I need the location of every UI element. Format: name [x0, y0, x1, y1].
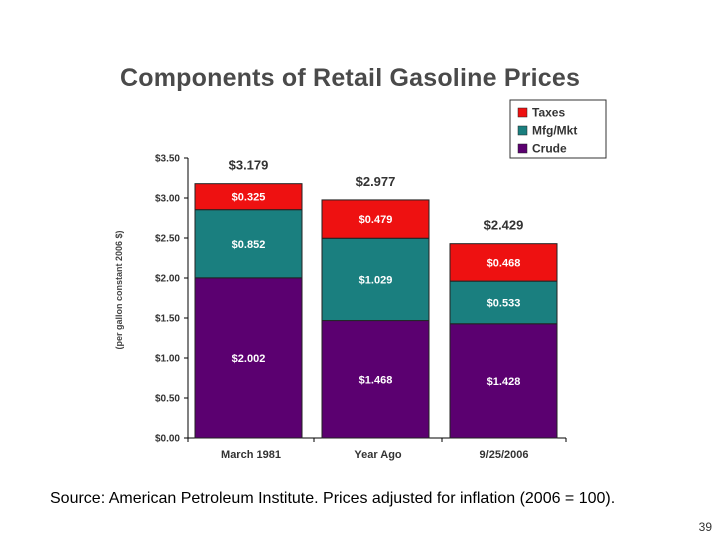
legend-label: Mfg/Mkt: [532, 124, 577, 138]
bar-segment: [194, 209, 303, 279]
bar-segment: [321, 320, 430, 439]
y-tick-label: $3.50: [155, 154, 180, 165]
bar-segment-label: $0.533: [487, 297, 521, 309]
y-tick-label: $2.50: [155, 234, 180, 245]
bar-segment-label: $0.325: [232, 192, 266, 204]
x-tick-label: March 1981: [221, 449, 281, 461]
bar-segment-label: $0.852: [232, 239, 266, 251]
y-axis-title: (per gallon constant 2006 $): [114, 230, 124, 349]
bar-segment-label: $1.468: [359, 374, 393, 386]
bar-segment: [194, 277, 303, 439]
bar-segment: [194, 183, 303, 211]
y-tick-label: $0.50: [155, 394, 180, 405]
legend-swatch: [517, 143, 528, 154]
bar-segment-label: $1.029: [359, 274, 393, 286]
y-tick-label: $2.00: [155, 274, 180, 285]
bar-segment-label: $0.479: [359, 214, 393, 226]
stacked-bar-chart: $0.00 $0.50 $1.00 $1.50 $2.00 $2.50 $3.00 $3.50…: [114, 99, 607, 461]
y-tick-label: $0.00: [155, 434, 180, 445]
bar-segment-label: $1.428: [487, 376, 521, 388]
bar-segment: [321, 237, 430, 322]
y-tick-label: $1.00: [155, 354, 180, 365]
y-tick-label: $3.00: [155, 194, 180, 205]
bar-segment-label: $2.002: [232, 353, 266, 365]
legend-label: Crude: [532, 142, 567, 156]
bar-segment: [321, 199, 430, 239]
x-tick-label: 9/25/2006: [480, 449, 529, 461]
x-tick-label: Year Ago: [354, 449, 402, 461]
chart-title: Components of Retail Gasoline Prices: [120, 64, 581, 92]
bar-segment-label: $0.468: [487, 257, 521, 269]
source-note: Source: American Petroleum Institute. Pr…: [50, 490, 616, 507]
legend-swatch: [517, 107, 528, 118]
page-number: 39: [698, 520, 712, 534]
bar-segment: [449, 280, 558, 325]
bar-total-label: $2.429: [484, 218, 524, 233]
y-tick-label: $1.50: [155, 314, 180, 325]
legend-swatch: [517, 125, 528, 136]
bar-total-label: $2.977: [356, 174, 396, 189]
bar-segment: [449, 243, 558, 282]
bar-total-label: $3.179: [229, 158, 269, 173]
legend-label: Taxes: [532, 106, 565, 120]
